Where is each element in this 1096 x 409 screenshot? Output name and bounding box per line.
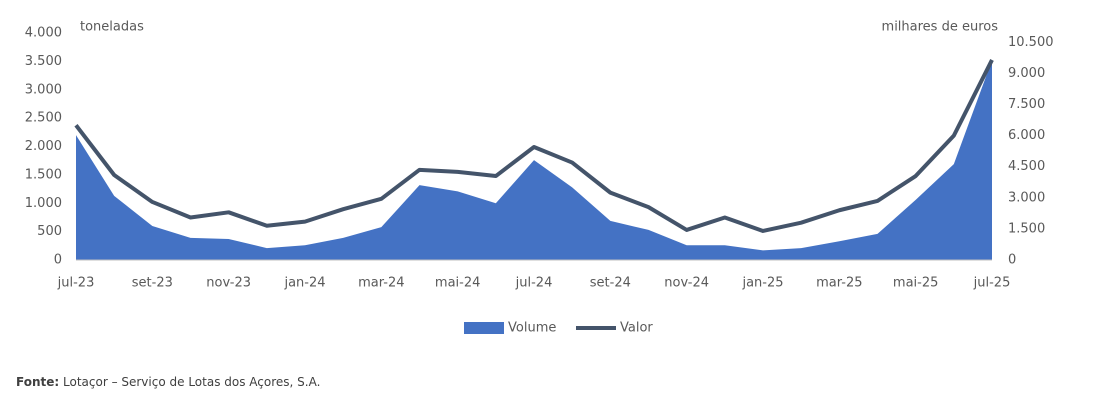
y2-tick-label: 1.500: [1008, 221, 1045, 236]
y-tick-label: 3.500: [25, 54, 62, 69]
y-tick-label: 1.000: [25, 196, 62, 211]
legend-swatch: [464, 322, 504, 334]
x-tick-label: mai-25: [893, 276, 938, 291]
source: Fonte: Lotaçor – Serviço de Lotas dos Aç…: [16, 375, 320, 389]
y2-tick-label: 9.000: [1008, 66, 1045, 81]
source-label: Fonte:: [16, 375, 59, 389]
y2-tick-label: 7.500: [1008, 97, 1045, 112]
x-tick-label: set-24: [590, 276, 631, 291]
legend-label: Valor: [620, 321, 653, 336]
x-tick-label: nov-23: [206, 276, 251, 291]
legend-label: Volume: [508, 321, 556, 336]
line: [74, 59, 994, 233]
x-tick-label: set-23: [132, 276, 173, 291]
x-tick-label: jul-25: [973, 276, 1011, 291]
y-tick-label: 1.500: [25, 167, 62, 182]
y-tick-label: 500: [37, 224, 62, 239]
area: [76, 60, 992, 260]
x-tick-label: nov-24: [664, 276, 709, 291]
x-tick-label: mar-24: [358, 276, 404, 291]
y2-tick-label: 0: [1008, 253, 1016, 268]
x-tick-label: mar-25: [816, 276, 862, 291]
y2-tick-label: 4.500: [1008, 159, 1045, 174]
y2-tick-label: 3.000: [1008, 190, 1045, 205]
x-tick-label: jan-24: [283, 276, 325, 291]
x-tick-label: jan-25: [741, 276, 783, 291]
y2-tick-label: 10.500: [1008, 35, 1054, 50]
y2-axis-title: milhares de euros: [882, 20, 999, 35]
y-tick-label: 4.000: [25, 26, 62, 41]
y-tick-label: 2.500: [25, 111, 62, 126]
y2-tick-label: 6.000: [1008, 128, 1045, 143]
x-tick-label: jul-23: [57, 276, 95, 291]
x-tick-label: jul-24: [515, 276, 553, 291]
y-axis-title: toneladas: [80, 20, 144, 35]
source-text: Lotaçor – Serviço de Lotas dos Açores, S…: [63, 375, 320, 389]
y-tick-label: 3.000: [25, 82, 62, 97]
y-tick-label: 2.000: [25, 139, 62, 154]
x-tick-label: mai-24: [435, 276, 480, 291]
y-tick-label: 0: [54, 253, 62, 268]
